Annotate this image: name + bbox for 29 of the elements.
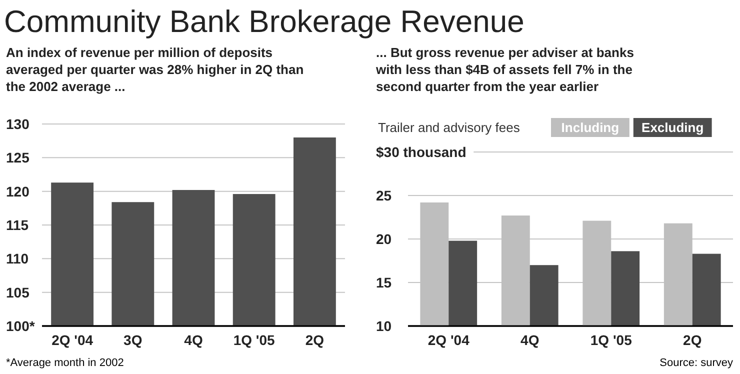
y-tick-label: 115: [6, 217, 29, 233]
text: Excluding: [642, 120, 704, 135]
y-tick-label: 10: [376, 318, 392, 334]
y-tick-label: 25: [376, 188, 392, 204]
y-tick-label: 15: [376, 274, 392, 290]
text: Including: [561, 120, 620, 135]
source-note: Source: survey: [660, 357, 734, 369]
y-tick-label: 100*: [6, 318, 36, 334]
x-tick-label: 2Q: [305, 332, 324, 348]
y-tick-label: 20: [376, 231, 392, 247]
y-tick-label: $30 thousand: [376, 144, 466, 160]
y-tick-label: 130: [6, 116, 30, 132]
y-tick-label: 125: [6, 150, 30, 166]
chart-subtitle: ... But gross revenue per adviser at banks with less than $4B of assets fell 7% in the second quarter from the year earlier: [375, 45, 634, 94]
chart-title: Community Bank Brokerage Revenue: [4, 4, 524, 39]
x-tick-label: 4Q: [520, 332, 540, 348]
legend-title: Trailer and advisory fees: [378, 120, 520, 135]
y-tick-label: 110: [6, 250, 29, 267]
x-tick-label: 3Q: [124, 332, 142, 348]
chart-subtitle: An index of revenue per million of deposits averaged per quarter was 28% higher in 2Q than the 2002 average ...: [6, 45, 304, 94]
y-tick-label: 120: [6, 183, 30, 200]
x-tick-label: 1Q '05: [233, 332, 276, 348]
x-tick-label: 1Q '05: [590, 332, 632, 348]
x-tick-label: 2Q '04: [428, 332, 470, 348]
x-tick-label: 4Q: [184, 332, 203, 348]
x-tick-label: 2Q: [683, 332, 702, 348]
y-tick-label: 105: [6, 284, 30, 300]
text: *Average month in 2002: [6, 357, 124, 369]
x-tick-label: 2Q '04: [52, 332, 94, 348]
